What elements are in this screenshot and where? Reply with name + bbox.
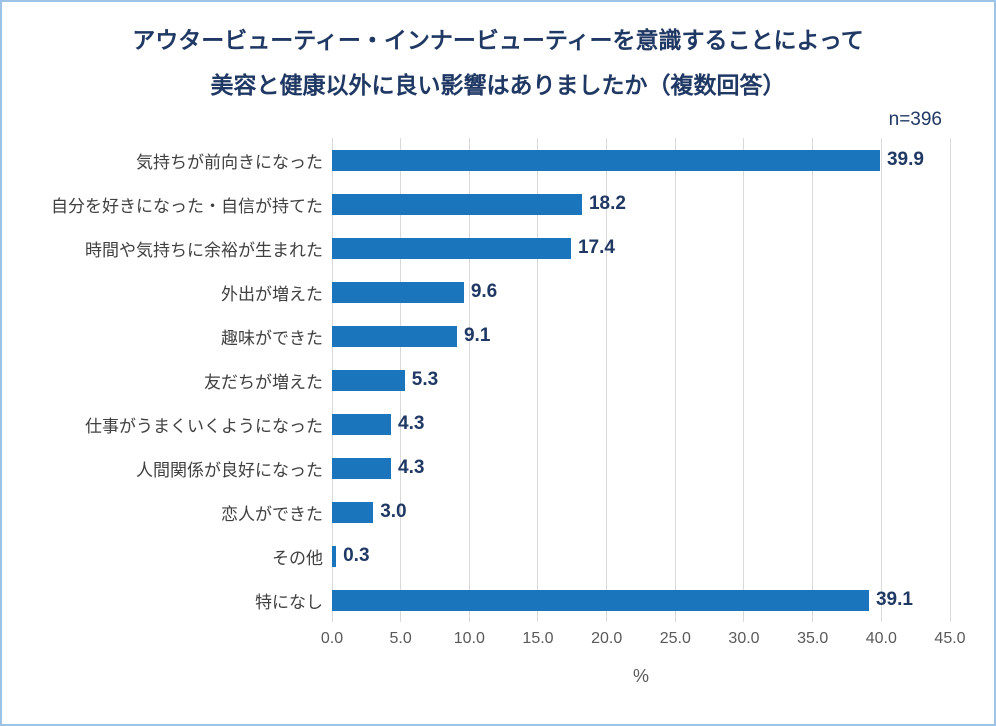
sample-size-label: n=396 (888, 109, 942, 130)
bar-row: 18.2 (332, 182, 950, 226)
x-tick-label: 20.0 (591, 630, 623, 647)
bars: 39.9 18.2 17.4 9.6 9.1 5.3 4.3 4.3 3.0 0.3 39.1 (332, 138, 950, 622)
category-label: 恋人ができた (221, 504, 323, 524)
bar (332, 369, 405, 391)
category-label: 自分を好きになった・自信が持てた (51, 196, 323, 216)
value-label: 4.3 (398, 457, 425, 478)
value-label: 5.3 (411, 369, 439, 390)
category-label: 趣味ができた (221, 328, 323, 348)
x-tick-label: 10.0 (453, 630, 485, 647)
bar-row: 9.6 (332, 270, 950, 314)
bar-row: 39.1 (332, 578, 950, 622)
bar (332, 545, 337, 567)
gridline (880, 138, 882, 622)
bar (332, 413, 392, 435)
category-label: 気持ちが前向きになった (136, 152, 323, 172)
gridline (606, 138, 608, 622)
plot-region: 気持ちが前向きになった自分を好きになった・自信が持てた時間や気持ちに余裕が生まれ… (2, 138, 994, 622)
gridline (812, 138, 814, 622)
bar-row: 5.3 (332, 358, 950, 402)
value-label: 17.4 (577, 237, 615, 258)
category-label: 外出が増えた (221, 284, 323, 304)
x-tick-label: 40.0 (865, 630, 897, 647)
value-label: 39.1 (875, 589, 913, 610)
value-label: 9.6 (470, 281, 498, 302)
x-axis-title: % (632, 666, 649, 686)
bar (332, 281, 464, 303)
category-label: 友だちが増えた (204, 372, 323, 392)
gridline (949, 138, 951, 622)
bar-row: 0.3 (332, 534, 950, 578)
x-tick-label: 5.0 (389, 630, 412, 647)
chart-title: アウタービューティー・インナービューティーを意識することによって 美容と健康以外… (2, 18, 994, 108)
bar (332, 457, 392, 479)
bar (332, 501, 374, 523)
bar-row: 4.3 (332, 402, 950, 446)
bar-row: 4.3 (332, 446, 950, 490)
x-tick-label: 0.0 (320, 630, 344, 647)
value-label: 4.3 (398, 413, 425, 434)
category-label: 人間関係が良好になった (136, 460, 323, 480)
gridline (468, 138, 470, 622)
x-axis-ticks: 0.0 5.0 10.0 15.0 20.0 25.0 30.0 35.0 40.0 45.0 (321, 630, 966, 652)
x-tick-label: 35.0 (797, 630, 829, 647)
x-axis: 0.0 5.0 10.0 15.0 20.0 25.0 30.0 35.0 40.0 45.0 (2, 630, 994, 652)
value-label: 39.9 (886, 149, 924, 170)
bar (332, 325, 457, 347)
category-label: 時間や気持ちに余裕が生まれた (85, 240, 323, 260)
bar-row: 39.9 (332, 138, 950, 182)
value-label: 0.3 (343, 545, 370, 566)
value-label: 3.0 (380, 501, 407, 522)
x-tick-label: 25.0 (659, 630, 691, 647)
x-tick-label: 45.0 (934, 630, 966, 647)
chart-title-line-1: アウタービューティー・インナービューティーを意識することによって (132, 27, 864, 53)
x-tick-label: 15.0 (522, 630, 554, 647)
category-label: 仕事がうまくいくようになった (85, 416, 323, 436)
bar (332, 149, 880, 171)
x-axis-spacer (10, 630, 332, 652)
bar-row: 17.4 (332, 226, 950, 270)
category-label: その他 (272, 548, 323, 568)
category-axis: 気持ちが前向きになった自分を好きになった・自信が持てた時間や気持ちに余裕が生まれ… (10, 138, 332, 622)
bar-row: 9.1 (332, 314, 950, 358)
bar (332, 589, 869, 611)
gridline (537, 138, 539, 622)
gridline (743, 138, 745, 622)
gridline (674, 138, 676, 622)
category-label: 特になし (255, 592, 323, 612)
plot-area: 39.9 18.2 17.4 9.6 9.1 5.3 4.3 4.3 3.0 0.3 39.1 (331, 138, 951, 622)
value-label: 18.2 (588, 193, 626, 214)
bar (332, 193, 582, 215)
x-tick-label: 30.0 (728, 630, 760, 647)
bar (332, 237, 571, 259)
value-label: 9.1 (463, 325, 491, 346)
chart-title-line-2: 美容と健康以外に良い影響はありましたか（複数回答） (210, 72, 786, 98)
bar-row: 3.0 (332, 490, 950, 534)
